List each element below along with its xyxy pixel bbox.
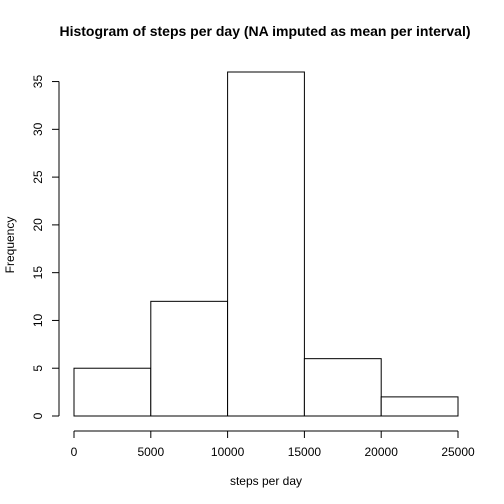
y-tick-label: 30 <box>31 122 45 136</box>
y-tick-label: 5 <box>31 365 45 372</box>
y-tick-label: 35 <box>31 75 45 89</box>
x-tick-label: 5000 <box>137 445 164 459</box>
x-axis-label: steps per day <box>230 474 302 488</box>
y-tick-label: 15 <box>31 266 45 280</box>
y-axis: 0 5 10 15 20 25 30 35 <box>31 75 60 419</box>
y-tick-label: 20 <box>31 218 45 232</box>
y-tick-label: 10 <box>31 313 45 327</box>
x-tick-label: 25000 <box>441 445 475 459</box>
x-tick-label: 15000 <box>288 445 322 459</box>
histogram-bar-2 <box>227 71 305 417</box>
y-tick-label: 25 <box>31 170 45 184</box>
x-tick-label: 0 <box>71 445 78 459</box>
x-tick-label: 10000 <box>211 445 245 459</box>
bars-group <box>73 71 459 417</box>
y-tick-label: 0 <box>31 412 45 419</box>
y-axis-label: Frequency <box>3 217 17 274</box>
x-tick-label: 20000 <box>365 445 399 459</box>
histogram-bar-4 <box>380 396 459 417</box>
x-axis: 0 5000 10000 15000 20000 25000 <box>71 430 475 459</box>
histogram-bar-0 <box>73 367 152 417</box>
chart-title: Histogram of steps per day (NA imputed a… <box>59 23 470 39</box>
histogram-bar-1 <box>150 300 229 417</box>
histogram-bar-3 <box>303 358 382 417</box>
